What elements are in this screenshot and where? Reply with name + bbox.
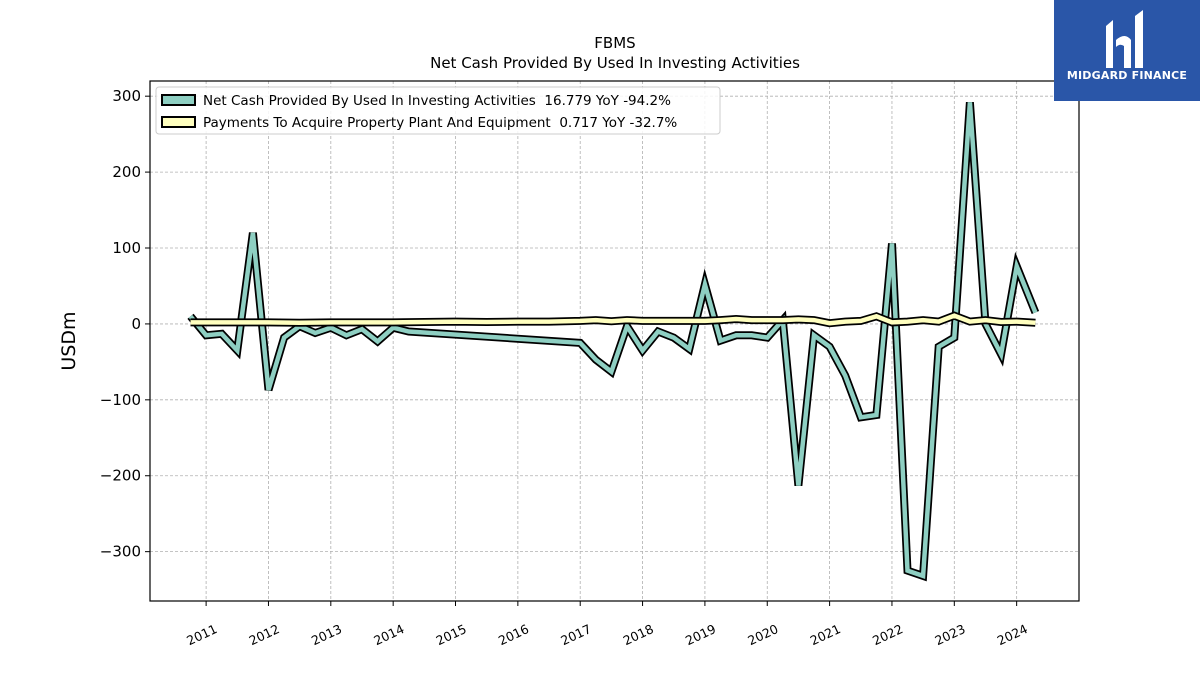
x-tick-label: 2018 bbox=[621, 621, 656, 648]
chart-title: FBMS bbox=[594, 34, 635, 52]
axes: −300 −200 −100 0 100 200 300 2011 2012 2013 2014 20… bbox=[100, 87, 1030, 648]
y-axis-label: USDm bbox=[58, 311, 80, 370]
grid-lines bbox=[150, 81, 1079, 601]
legend: Net Cash Provided By Used In Investing A… bbox=[155, 86, 721, 135]
legend-swatch bbox=[161, 94, 196, 106]
x-tick-label: 2015 bbox=[434, 621, 469, 648]
y-tick-label: −300 bbox=[100, 543, 141, 561]
brand-logo: MIDGARD FINANCE bbox=[1054, 0, 1200, 101]
series-line bbox=[190, 313, 1036, 326]
series-line-outline bbox=[187, 102, 1040, 582]
legend-label: Net Cash Provided By Used In Investing A… bbox=[203, 93, 671, 109]
legend-swatch bbox=[161, 116, 196, 128]
x-tick-label: 2023 bbox=[932, 621, 967, 648]
legend-box bbox=[155, 86, 721, 135]
logo-text: MIDGARD FINANCE bbox=[1066, 69, 1188, 82]
x-tick-label: 2024 bbox=[995, 621, 1030, 648]
y-tick-label: 100 bbox=[112, 239, 141, 257]
x-tick-label: 2012 bbox=[247, 621, 282, 648]
y-tick-label: 300 bbox=[112, 87, 141, 105]
x-tick-label: 2013 bbox=[309, 621, 344, 648]
series-layer bbox=[187, 102, 1040, 582]
legend-label: Payments To Acquire Property Plant And E… bbox=[203, 115, 677, 131]
y-tick-label: 0 bbox=[131, 315, 141, 333]
x-tick-label: 2017 bbox=[558, 621, 593, 648]
y-tick-label: −200 bbox=[100, 467, 141, 485]
y-tick-label: 200 bbox=[112, 163, 141, 181]
logo-mark-icon bbox=[1106, 10, 1143, 68]
x-tick-label: 2021 bbox=[808, 621, 843, 648]
x-tick-label: 2019 bbox=[683, 621, 718, 648]
chart-subtitle: Net Cash Provided By Used In Investing A… bbox=[430, 54, 800, 72]
series-line bbox=[188, 102, 1038, 579]
y-tick-label: −100 bbox=[100, 391, 141, 409]
x-tick-label: 2014 bbox=[371, 621, 406, 648]
x-tick-label: 2016 bbox=[496, 621, 531, 648]
x-tick-label: 2011 bbox=[184, 621, 219, 648]
plot-frame bbox=[149, 80, 1080, 602]
x-tick-label: 2020 bbox=[745, 621, 780, 648]
x-tick-label: 2022 bbox=[870, 621, 905, 648]
